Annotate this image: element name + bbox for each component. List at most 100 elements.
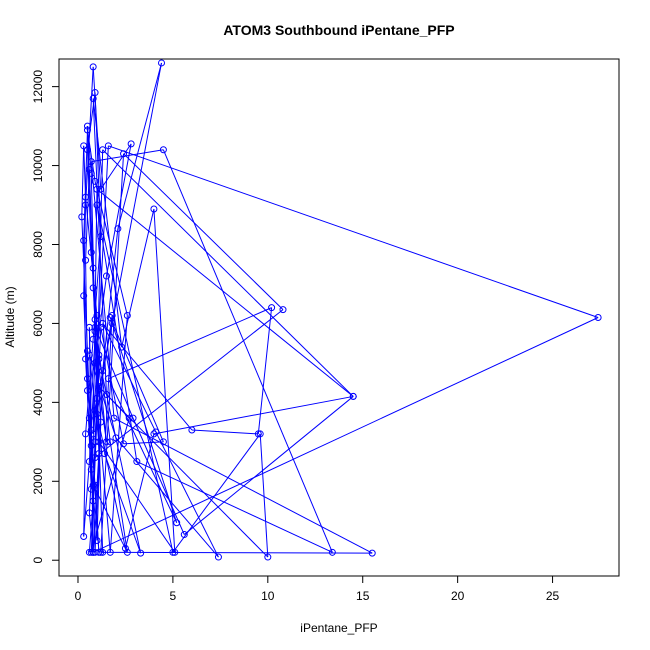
series-line-segment [100,551,373,554]
series-line-segment [191,429,259,435]
series-line-segment [88,354,117,439]
series-line-segment [124,433,155,549]
series-line-segment [83,433,87,537]
data-point [82,193,90,201]
data-point [89,548,97,556]
data-point [85,351,93,359]
data-point [87,248,95,256]
data-point [93,201,101,209]
series-line-segment [102,149,354,397]
data-point [104,375,112,383]
series-line-segment [85,66,94,206]
y-tick-label: 10000 [31,149,45,183]
series-line-segment [108,145,599,318]
data-point [95,355,103,363]
x-tick-label: 25 [546,589,560,603]
series-line-segment [136,461,333,553]
data-point [150,205,158,213]
data-point [82,430,90,438]
data-point [120,150,128,158]
series-line-segment [88,512,94,553]
y-tick-label: 6000 [31,310,45,337]
data-point [102,438,110,446]
data-point [101,450,109,458]
data-point [368,549,376,557]
series-line-segment [115,437,219,558]
data-point [87,158,95,166]
data-point [159,438,167,446]
data-point [123,548,131,556]
data-point [87,426,95,434]
data-point [82,355,90,363]
y-tick-label: 8000 [31,231,45,258]
series-line-segment [94,309,284,458]
series-line-segment [107,378,178,523]
data-point [83,122,91,130]
series-line-segment [85,358,92,470]
data-point [125,414,133,422]
data-point [89,430,97,438]
series-line-segment [109,317,178,523]
x-tick-label: 20 [451,589,465,603]
y-axis: 0 2000 4000 6000 8000 10000 12000 [31,70,60,564]
data-point [121,544,129,552]
series-line-segment [94,319,111,442]
data-point [114,225,122,233]
series-line-segment [162,149,333,553]
series-line-segment [91,149,164,163]
series-line-segment [257,307,273,434]
series-line-segment [153,208,176,553]
series-line-segment [90,429,100,553]
data-point [89,284,97,292]
data-point [91,327,99,335]
series-line-segment [104,453,142,554]
data-point [158,59,166,67]
data-point [80,533,88,541]
data-point [91,481,99,489]
data-point [95,438,103,446]
series-line-segment [132,417,185,535]
data-point [328,548,336,556]
series-line-segment [92,358,100,486]
data-point [108,312,116,320]
data-point [106,438,114,446]
series-line-segment [92,317,599,553]
y-axis-label: Altitude (m) [3,286,17,347]
data-point [133,458,141,466]
data-point [118,343,126,351]
x-axis-label: iPentane_PFP [300,621,377,635]
data-point [169,548,177,556]
series-line-segment [83,461,90,537]
data-point [129,414,137,422]
data-point [82,256,90,264]
data-point [102,390,110,398]
series-line-segment [96,188,354,397]
chart-title: ATOM3 Southbound iPentane_PFP [223,22,454,38]
data-point [85,414,93,422]
data-point [93,185,101,193]
series-line-segment [117,62,162,229]
data-point [87,485,95,493]
data-point [91,323,99,331]
data-point [80,142,88,150]
series-line-segment [113,417,373,554]
data-point [97,418,105,426]
data-point [159,146,167,154]
series-line-segment [98,441,176,553]
data-point [150,430,158,438]
series-line-segment [83,130,88,241]
data-point [137,549,145,557]
data-point [97,548,105,556]
data-point [256,430,264,438]
series-line-segment [155,431,219,558]
data-point [99,319,107,327]
data-point [97,185,105,193]
data-point [83,126,91,134]
series-line-segment [121,208,155,348]
series-line-segment [259,433,269,558]
data-point [83,347,91,355]
data-point [279,306,287,314]
x-axis: 0 5 10 15 20 25 [75,575,560,603]
series-line-segment [123,153,284,310]
